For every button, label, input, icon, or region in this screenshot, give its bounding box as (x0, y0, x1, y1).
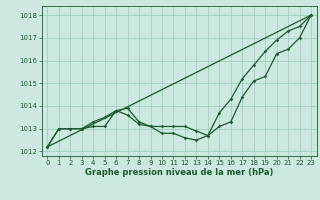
X-axis label: Graphe pression niveau de la mer (hPa): Graphe pression niveau de la mer (hPa) (85, 168, 273, 177)
